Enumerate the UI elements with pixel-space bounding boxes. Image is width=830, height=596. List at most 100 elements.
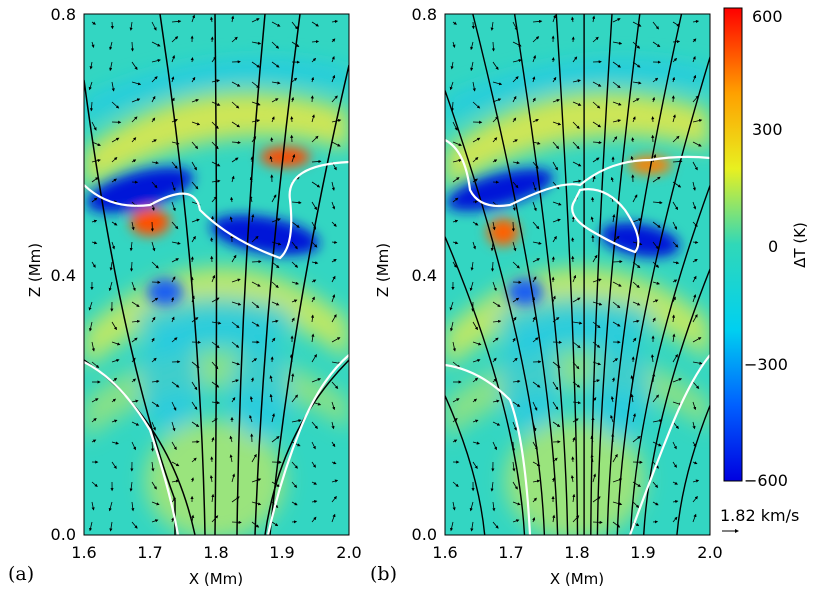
- velocity-arrow: [251, 18, 260, 23]
- velocity-arrow: [449, 521, 454, 532]
- velocity-arrow: [512, 76, 519, 83]
- velocity-arrow: [692, 461, 698, 465]
- velocity-arrow: [210, 237, 214, 243]
- panel-a-label: (a): [8, 563, 34, 585]
- velocity-arrow: [512, 95, 517, 103]
- velocity-arrow: [449, 81, 454, 91]
- velocity-arrow: [91, 501, 95, 511]
- velocity-arrow: [231, 278, 241, 283]
- velocity-arrow: [591, 196, 595, 203]
- velocity-arrow: [269, 155, 273, 163]
- velocity-arrow: [150, 441, 155, 452]
- velocity-arrow: [592, 341, 601, 348]
- velocity-arrow: [129, 261, 134, 272]
- velocity-arrow: [672, 201, 679, 211]
- velocity-arrow: [652, 394, 659, 403]
- velocity-arrow: [91, 341, 95, 352]
- field-line: [236, 14, 266, 535]
- velocity-arrow: [209, 475, 213, 483]
- velocity-arrow: [131, 378, 136, 383]
- velocity-arrow: [331, 56, 335, 63]
- velocity-arrow: [552, 401, 559, 410]
- velocity-arrow: [269, 393, 273, 403]
- velocity-arrow: [551, 57, 555, 63]
- velocity-arrow: [331, 337, 341, 343]
- velocity-arrow: [151, 21, 157, 31]
- velocity-arrow: [171, 36, 179, 43]
- velocity-arrow: [472, 137, 481, 143]
- velocity-arrow: [291, 21, 298, 30]
- panel-b-label: (b): [370, 563, 397, 585]
- velocity-arrow: [171, 76, 175, 83]
- velocity-arrow: [652, 419, 663, 423]
- velocity-arrow: [191, 99, 199, 103]
- velocity-arrow: [151, 161, 159, 165]
- velocity-arrow: [111, 398, 117, 403]
- velocity-arrow: [672, 21, 680, 27]
- velocity-arrow: [331, 95, 338, 103]
- velocity-arrow: [692, 19, 700, 24]
- velocity-arrow: [672, 261, 680, 265]
- velocity-arrow: [131, 81, 142, 86]
- velocity-arrow: [111, 419, 118, 423]
- velocity-arrow: [291, 221, 300, 228]
- velocity-arrow: [532, 55, 536, 63]
- velocity-arrow: [692, 240, 699, 244]
- velocity-arrow: [331, 294, 336, 303]
- velocity-arrow: [612, 18, 621, 23]
- velocity-arrow: [572, 274, 577, 283]
- velocity-arrow: [251, 321, 260, 327]
- velocity-arrow: [190, 256, 194, 263]
- velocity-arrow: [452, 219, 459, 223]
- velocity-arrow: [231, 361, 241, 366]
- velocity-arrow: [632, 436, 641, 443]
- velocity-arrow: [452, 261, 457, 268]
- velocity-arrow: [672, 221, 677, 230]
- velocity-arrow: [291, 241, 298, 250]
- velocity-arrow: [271, 281, 279, 289]
- velocity-arrow: [692, 74, 697, 83]
- velocity-arrow: [171, 221, 179, 230]
- velocity-arrow: [611, 377, 615, 383]
- velocity-arrow: [592, 101, 601, 109]
- velocity-arrow: [512, 481, 518, 490]
- velocity-arrow: [452, 159, 462, 163]
- velocity-arrow: [472, 398, 478, 403]
- velocity-arrow: [171, 461, 180, 467]
- velocity-arrow: [171, 241, 181, 245]
- velocity-arrow: [271, 337, 276, 343]
- velocity-arrow: [610, 414, 614, 423]
- velocity-arrow: [151, 261, 159, 269]
- velocity-arrow: [532, 337, 539, 343]
- velocity-arrow: [231, 301, 242, 306]
- velocity-arrow: [472, 341, 482, 346]
- velocity-arrow: [472, 377, 479, 383]
- velocity-arrow: [331, 314, 337, 323]
- velocity-arrow: [190, 477, 195, 483]
- velocity-arrow: [632, 218, 642, 223]
- velocity-arrow: [512, 117, 517, 123]
- velocity-arrow: [552, 514, 556, 523]
- velocity-arrow: [612, 453, 618, 463]
- velocity-arrow: [249, 396, 253, 403]
- velocity-arrow: [532, 401, 538, 411]
- velocity-arrow: [470, 61, 474, 72]
- velocity-arrow: [572, 56, 578, 63]
- velocity-arrow: [251, 301, 260, 309]
- velocity-arrow: [109, 261, 113, 271]
- panel-a-x-ticks: 1.6 1.7 1.8 1.9 2.0: [71, 543, 361, 562]
- velocity-arrow: [91, 121, 97, 131]
- velocity-arrow: [492, 337, 499, 343]
- velocity-arrow: [131, 98, 141, 103]
- velocity-arrow: [452, 21, 457, 25]
- velocity-arrow: [331, 275, 336, 283]
- velocity-arrow: [692, 381, 700, 389]
- velocity-arrow: [230, 196, 234, 203]
- field-line: [214, 14, 218, 535]
- panel-a: 1.6 1.7 1.8 1.9 2.0 0.0 0.4 0.8 X (Mm) Z…: [8, 5, 362, 588]
- velocity-arrow: [672, 354, 678, 363]
- velocity-arrow: [251, 214, 255, 223]
- velocity-arrow: [129, 481, 133, 492]
- velocity-arrow: [131, 61, 138, 71]
- velocity-arrow: [492, 441, 497, 451]
